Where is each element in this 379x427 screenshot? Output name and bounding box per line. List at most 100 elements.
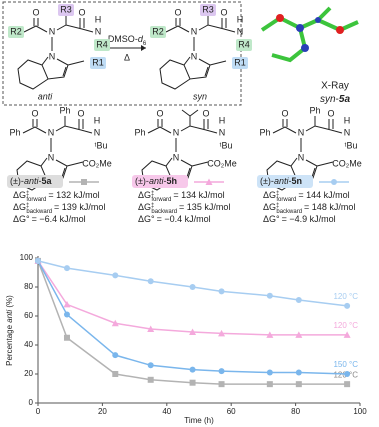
y-tick-label: 40 [24, 340, 33, 349]
energy-sub: forward [26, 197, 46, 203]
energy-value: = 144 kJ/mol [298, 190, 349, 200]
atom-label: R4 [96, 39, 108, 49]
marker [344, 381, 351, 388]
reagent-text: DMSO- [108, 34, 138, 44]
xray-atom [301, 44, 309, 52]
marker [63, 311, 70, 318]
atom-label: N [49, 26, 56, 36]
x-tick-label: 100 [353, 407, 367, 416]
label-part: 5a [41, 176, 52, 186]
atom-label: Ph [134, 127, 145, 137]
energy-value: = −6.4 kJ/mol [32, 214, 86, 224]
xray-atom [336, 26, 344, 34]
energy-symbol: ΔG° [138, 214, 155, 224]
atom-label: R2 [152, 26, 164, 36]
energy-value: = 139 kJ/mol [54, 202, 105, 212]
atom-label: O [156, 108, 163, 118]
highlight [58, 4, 74, 16]
marker [111, 319, 119, 327]
label-part: 5n [291, 176, 302, 186]
atom-label: O [281, 108, 288, 118]
highlight [200, 4, 216, 16]
atom-label: Ph [309, 105, 320, 115]
isopropyl [181, 109, 199, 126]
energy-sub: forward [276, 197, 296, 203]
compound-label: (±)-anti-5n [260, 176, 302, 186]
atom-label: Ph [9, 127, 20, 137]
atom-label: O [77, 108, 84, 118]
marker [218, 381, 225, 388]
arrow-head [141, 45, 146, 51]
y-label-part: anti [5, 310, 14, 323]
atom-label: R1 [234, 57, 246, 67]
marker [147, 278, 154, 285]
marker [63, 265, 70, 272]
energy-sub: backward [26, 209, 52, 215]
marker [112, 371, 119, 377]
atom-label: N [94, 127, 101, 137]
highlight [232, 57, 248, 69]
atom-label: R2 [10, 26, 22, 36]
energy-value: = 135 kJ/mol [179, 202, 230, 212]
atom-label: O [220, 7, 227, 17]
marker [218, 288, 225, 295]
marker [295, 297, 302, 304]
atom-label: CO₂Me [332, 158, 362, 168]
energy-sub: backward [276, 209, 302, 215]
label-part: anti [274, 176, 290, 186]
atom-label: H [95, 14, 102, 24]
energy-value: = −0.4 kJ/mol [157, 214, 211, 224]
label-part: (±)- [10, 176, 24, 186]
atom-label: O [174, 7, 181, 17]
marker [344, 371, 351, 377]
xray-atom [276, 14, 284, 22]
atom-label: N [191, 51, 198, 61]
atom-label: ᵗBu [345, 140, 358, 150]
label-box [132, 175, 188, 188]
marker [218, 329, 226, 337]
xray-suffix: - [336, 94, 339, 105]
atom-label: O [78, 7, 85, 17]
atom-label: ᵗBu [220, 140, 233, 150]
marker [295, 381, 302, 388]
xray-title: X-Ray [321, 81, 349, 92]
energy-symbol: ΔG [138, 202, 151, 212]
energy: ΔG‡ backward = 148 kJ/mol [263, 202, 355, 214]
energy-symbol: ΔG [263, 190, 276, 200]
energy-sub: backward [151, 209, 177, 215]
energy-symbol: ΔG [13, 190, 26, 200]
atom-label: N [95, 26, 102, 36]
reagent: DMSO-d6 [108, 34, 147, 46]
marker [205, 178, 213, 185]
atom-label: N [344, 127, 351, 137]
series-label: 120 °C [333, 292, 358, 301]
energy: ΔG‡ forward = 134 kJ/mol [138, 190, 225, 202]
atom-label: R3 [60, 4, 72, 14]
atom-label: ᵗBu [95, 140, 108, 150]
marker [81, 179, 87, 185]
atom-label: N [49, 51, 56, 61]
xray-bonds [260, 6, 359, 63]
xray-model [260, 6, 359, 63]
series-line [37, 260, 348, 385]
marker [147, 325, 155, 333]
atom-label: Ph [59, 105, 70, 115]
energy-value: = 132 kJ/mol [48, 190, 99, 200]
atom-label: O [31, 108, 38, 118]
marker [147, 376, 154, 383]
highlight [236, 39, 252, 51]
atom-label: N [219, 127, 226, 137]
marker [189, 284, 196, 290]
marker [266, 331, 274, 338]
marker [112, 272, 119, 279]
energy-value: = 134 kJ/mol [173, 190, 224, 200]
marker [331, 179, 337, 185]
label-box [7, 175, 63, 188]
atom-label: CO₂Me [82, 158, 112, 168]
atom-label: N [48, 127, 55, 137]
atom-label: H [237, 14, 244, 24]
energy: ΔG° = −0.4 kJ/mol [138, 214, 211, 224]
atom-label: CO₂Me [207, 158, 237, 168]
